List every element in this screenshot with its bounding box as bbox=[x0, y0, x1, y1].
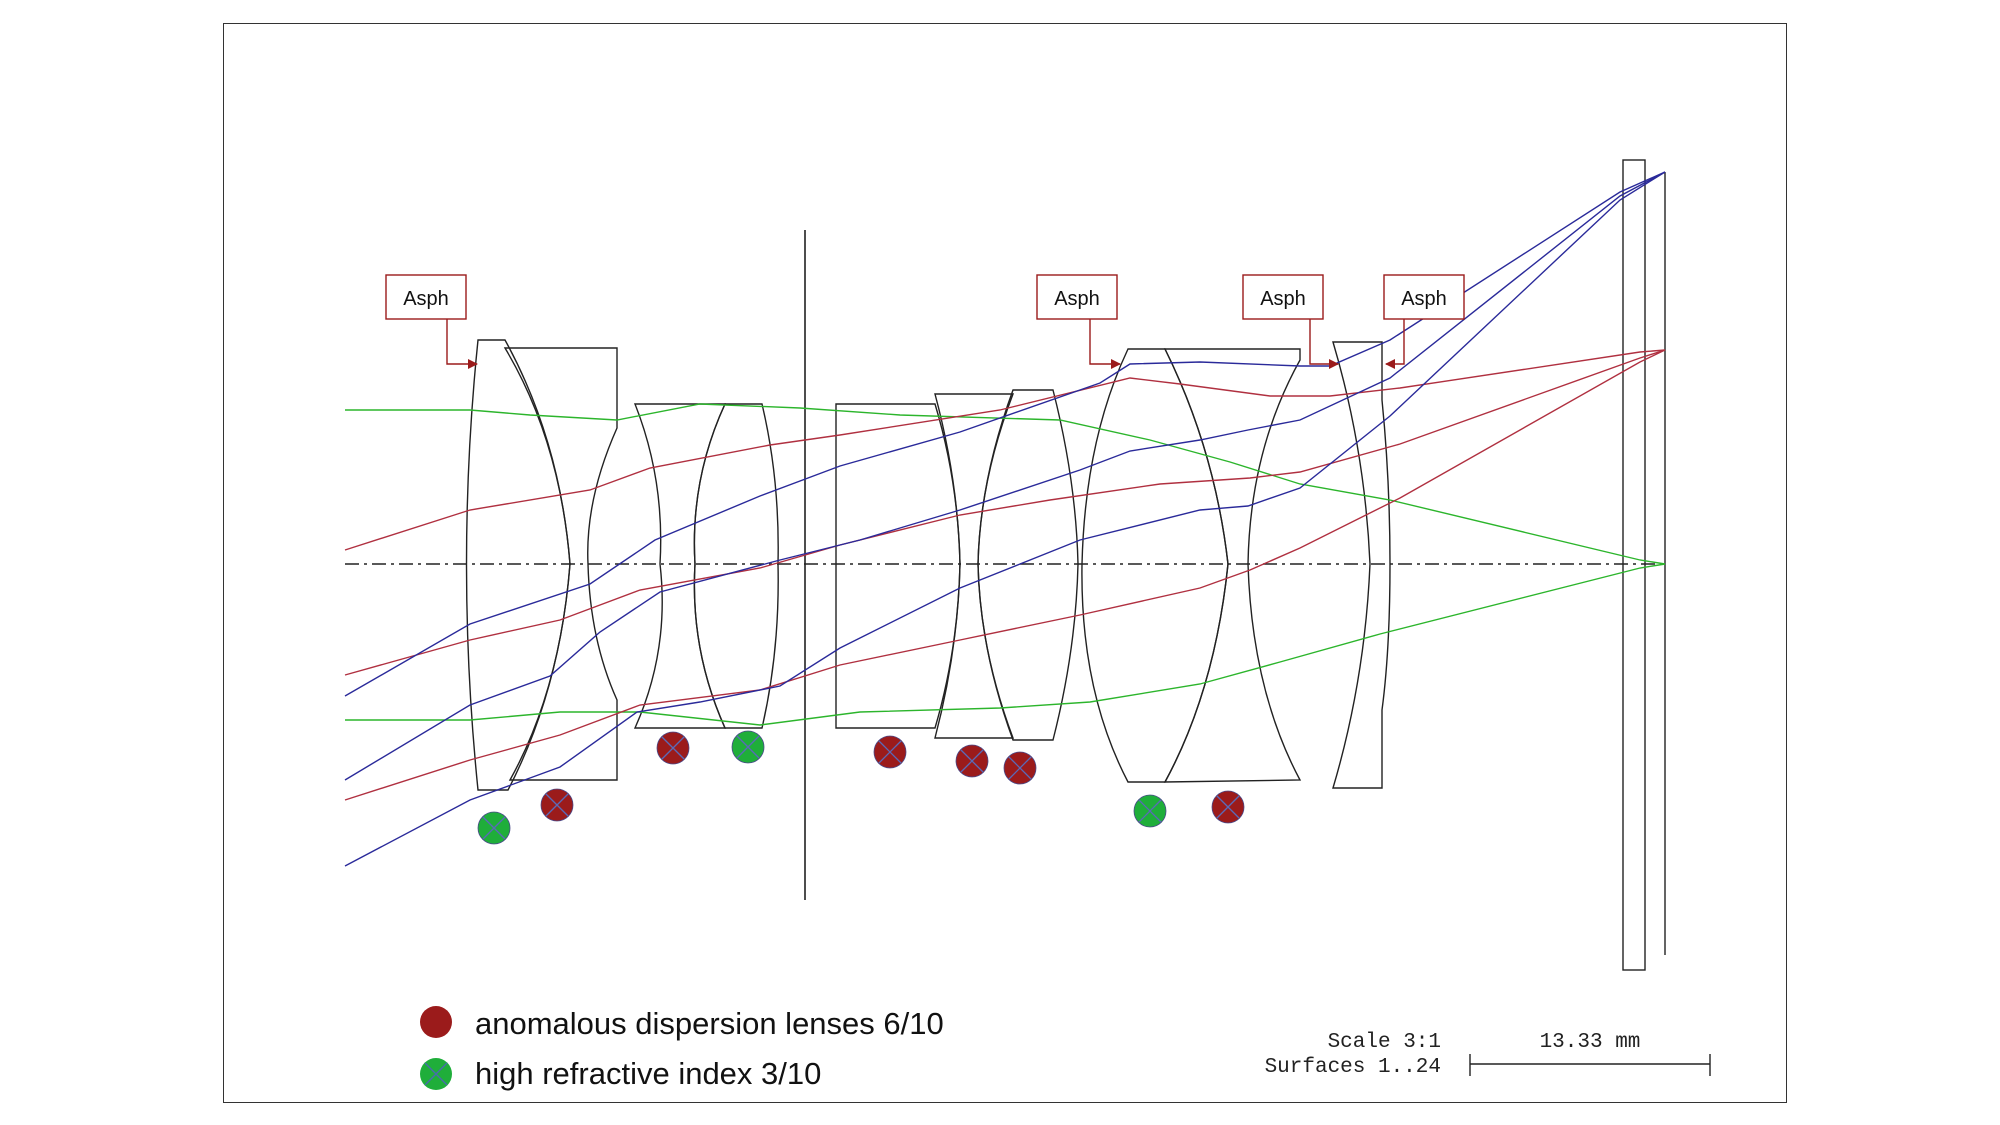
lens-group-4 bbox=[1081, 341, 1391, 789]
circled-x-icon bbox=[540, 788, 574, 822]
asph-callout-1: Asph bbox=[385, 274, 478, 369]
green-rays bbox=[345, 403, 1666, 726]
circled-x-icon bbox=[656, 731, 690, 765]
circled-x-icon bbox=[873, 735, 907, 769]
circled-x-icon bbox=[477, 811, 511, 845]
asph-callout-2: Asph bbox=[1036, 274, 1121, 369]
circled-x-icon bbox=[955, 744, 989, 778]
scale-text: Scale 3:1 bbox=[1328, 1031, 1441, 1054]
circled-x-icon bbox=[1133, 794, 1167, 828]
asph-label: Asph bbox=[1054, 288, 1100, 310]
scale-bar-length: 13.33 mm bbox=[1540, 1031, 1641, 1054]
scale-bar bbox=[1469, 1054, 1711, 1076]
asph-label: Asph bbox=[1260, 288, 1306, 310]
lens-group-3 bbox=[835, 389, 1079, 741]
circled-x-icon bbox=[731, 730, 765, 764]
scale-info: Scale 3:1 Surfaces 1..24 13.33 mm bbox=[1265, 1031, 1711, 1079]
asph-label: Asph bbox=[1401, 288, 1447, 310]
asph-label: Asph bbox=[403, 288, 449, 310]
circled-x-icon bbox=[1211, 790, 1245, 824]
blue-rays bbox=[344, 171, 1666, 867]
red-circle-icon bbox=[420, 1006, 452, 1038]
circled-x-icon bbox=[1003, 751, 1037, 785]
lens-group-1 bbox=[465, 339, 618, 791]
circled-x-icon bbox=[420, 1058, 452, 1090]
legend-high-index: high refractive index 3/10 bbox=[475, 1056, 821, 1091]
lens-markers bbox=[477, 730, 1245, 845]
surfaces-text: Surfaces 1..24 bbox=[1265, 1056, 1441, 1079]
asph-callout-3: Asph bbox=[1242, 274, 1339, 369]
legend-anomalous: anomalous dispersion lenses 6/10 bbox=[475, 1006, 944, 1041]
diagram-frame bbox=[223, 23, 1787, 1103]
red-rays bbox=[344, 349, 1666, 801]
legend: anomalous dispersion lenses 6/10 high re… bbox=[420, 1006, 944, 1091]
asph-callout-4: Asph bbox=[1383, 274, 1465, 369]
lens-group-2 bbox=[633, 403, 779, 729]
